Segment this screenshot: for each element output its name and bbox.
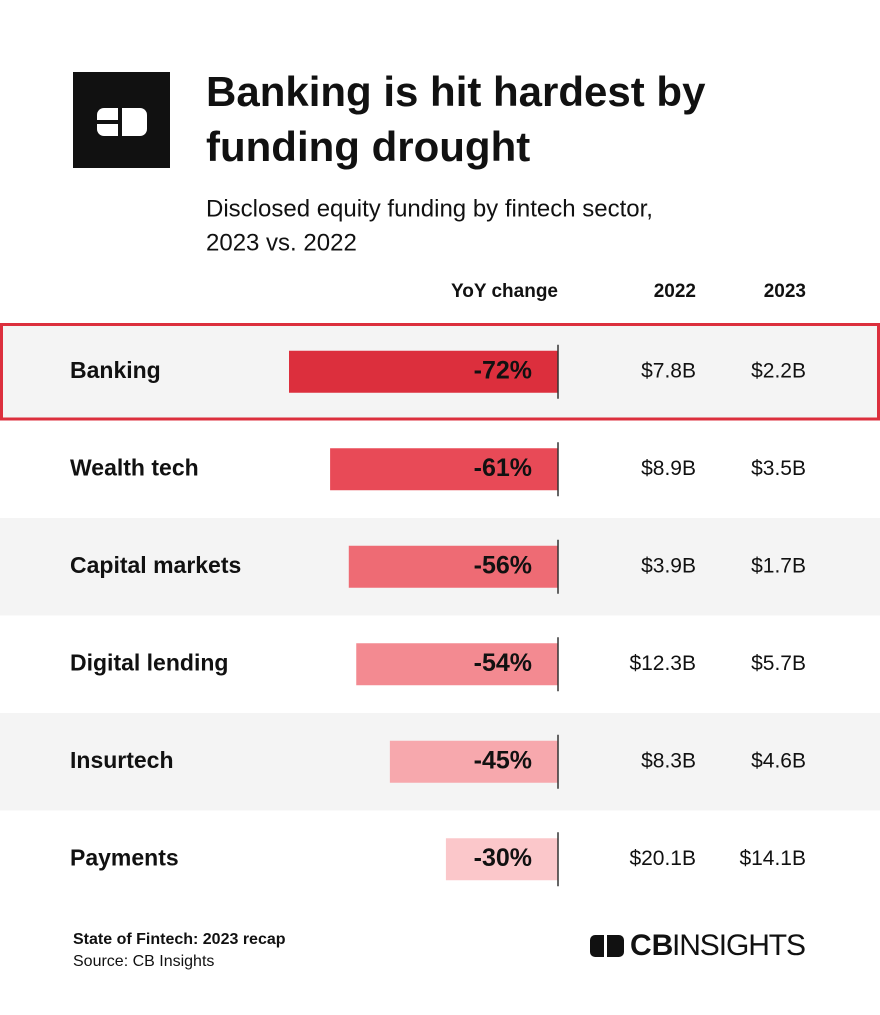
cell: $1.7B: [751, 554, 806, 577]
cell: $8.3B: [641, 749, 696, 772]
cell: $3.9B: [641, 554, 696, 577]
column-header: 2023: [764, 281, 806, 302]
brand: INSIGHTS: [672, 929, 806, 962]
value-label: -54%: [474, 649, 532, 677]
highlight-border: [0, 323, 880, 421]
cell: $20.1B: [629, 847, 696, 870]
footer-report: State of Fintech: 2023 recap: [73, 931, 286, 948]
subtitle: 2023 vs. 2022: [206, 229, 357, 256]
bar: [348, 545, 558, 588]
cell: $12.3B: [629, 652, 696, 675]
value-label: -45%: [474, 746, 532, 774]
bar: [356, 643, 558, 686]
value-label: -61%: [474, 454, 532, 482]
logo-gap: [118, 108, 122, 136]
bar: [289, 350, 558, 393]
bar: [389, 740, 558, 783]
value-label: -30%: [474, 844, 532, 872]
title: Banking is hit hardest by: [206, 68, 706, 115]
value-label: -56%: [474, 551, 532, 579]
category-label: Digital lending: [70, 649, 228, 675]
category-label: Payments: [70, 844, 179, 870]
brand-mark-gap: [604, 935, 607, 957]
category-label: Banking: [70, 357, 161, 383]
cell: $3.5B: [751, 457, 806, 480]
category-label: Capital markets: [70, 552, 241, 578]
cell: $8.9B: [641, 457, 696, 480]
bar: [445, 838, 558, 881]
bar: [330, 448, 558, 491]
subtitle: Disclosed equity funding by fintech sect…: [206, 195, 653, 222]
category-label: Insurtech: [70, 747, 174, 773]
footer-source: Source: CB Insights: [73, 953, 214, 970]
cell: $5.7B: [751, 652, 806, 675]
logo-gap: [97, 120, 118, 124]
cell: $7.8B: [641, 359, 696, 382]
column-header: 2022: [654, 281, 696, 302]
title: funding drought: [206, 123, 530, 170]
cell: $14.1B: [739, 847, 806, 870]
value-label: -72%: [474, 356, 532, 384]
column-header: YoY change: [451, 281, 558, 302]
category-label: Wealth tech: [70, 454, 199, 480]
cell: $2.2B: [751, 359, 806, 382]
brand: CB: [630, 929, 673, 962]
cell: $4.6B: [751, 749, 806, 772]
